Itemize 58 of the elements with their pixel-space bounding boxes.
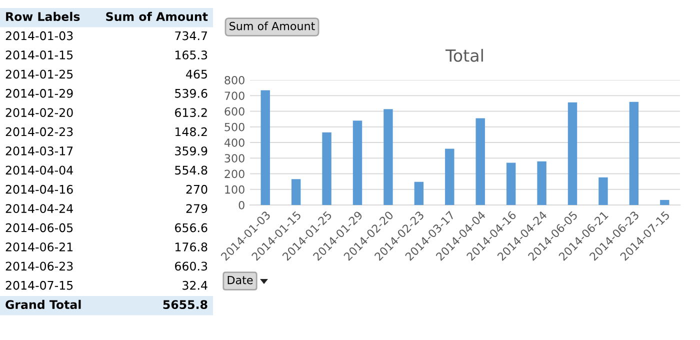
category-label: 2014-01-29 bbox=[6, 88, 73, 98]
y-tick-label: 400 bbox=[224, 138, 244, 147]
data-label: 270 bbox=[186, 184, 208, 194]
y-tick-label: 600 bbox=[224, 107, 244, 116]
data-label: 32.4 bbox=[182, 280, 208, 290]
y-tick-label: 700 bbox=[224, 92, 244, 100]
data-label: 279 bbox=[186, 204, 208, 214]
y-tick-label: 300 bbox=[224, 154, 244, 163]
bar bbox=[445, 148, 454, 205]
text: 5655.8 bbox=[163, 300, 208, 310]
y-tick-label: 200 bbox=[224, 170, 244, 178]
category-label: 2014-01-25 bbox=[6, 70, 73, 79]
category-label: 2014-02-20 bbox=[6, 108, 73, 118]
category-label: 2014-01-03 bbox=[6, 31, 73, 40]
text: Row Labels bbox=[6, 12, 80, 22]
data-label: 613.2 bbox=[175, 108, 207, 118]
bar bbox=[598, 177, 608, 205]
bar bbox=[537, 161, 546, 205]
category-label: 2014-06-23 bbox=[6, 262, 73, 271]
bar bbox=[352, 120, 362, 205]
data-label: 554.8 bbox=[175, 166, 208, 175]
bar bbox=[660, 200, 670, 205]
bar bbox=[629, 102, 639, 205]
bar bbox=[322, 132, 332, 205]
text: Sum of Amount bbox=[230, 22, 315, 30]
bar bbox=[506, 162, 516, 205]
data-label: 165.3 bbox=[176, 50, 208, 60]
data-label: 539.6 bbox=[175, 88, 208, 98]
data-label: 148.2 bbox=[176, 127, 207, 136]
y-tick-label: 100 bbox=[225, 185, 244, 194]
category-label: 2014-06-05 bbox=[6, 223, 73, 232]
category-label: 2014-01-15 bbox=[6, 50, 73, 60]
text: Grand Total bbox=[6, 300, 81, 310]
data-label: 465 bbox=[186, 70, 207, 79]
bar bbox=[476, 118, 485, 205]
chart-title: Total bbox=[445, 48, 483, 62]
bar bbox=[384, 109, 393, 205]
category-label: 2014-04-04 bbox=[6, 166, 73, 175]
bar bbox=[568, 102, 578, 205]
data-label: 176.8 bbox=[176, 242, 208, 252]
bar bbox=[414, 182, 424, 205]
text: Date bbox=[228, 276, 253, 284]
text: Sum of Amount bbox=[106, 12, 208, 22]
category-label: 2014-03-17 bbox=[6, 146, 73, 156]
category-label: 2014-04-24 bbox=[6, 204, 73, 214]
data-label: 656.6 bbox=[175, 223, 208, 232]
y-tick-label: 0 bbox=[238, 200, 244, 210]
data-label: 359.9 bbox=[175, 146, 208, 156]
category-label: 2014-07-15 bbox=[6, 280, 73, 290]
category-label: 2014-06-21 bbox=[6, 242, 73, 252]
y-tick-label: 500 bbox=[224, 122, 244, 132]
data-label: 734.7 bbox=[175, 31, 207, 40]
bar bbox=[291, 179, 301, 205]
category-label: 2014-02-23 bbox=[6, 127, 73, 136]
data-label: 660.3 bbox=[175, 262, 208, 271]
category-label: 2014-04-16 bbox=[6, 184, 73, 194]
bar bbox=[260, 90, 270, 205]
y-tick-label: 800 bbox=[224, 76, 244, 84]
